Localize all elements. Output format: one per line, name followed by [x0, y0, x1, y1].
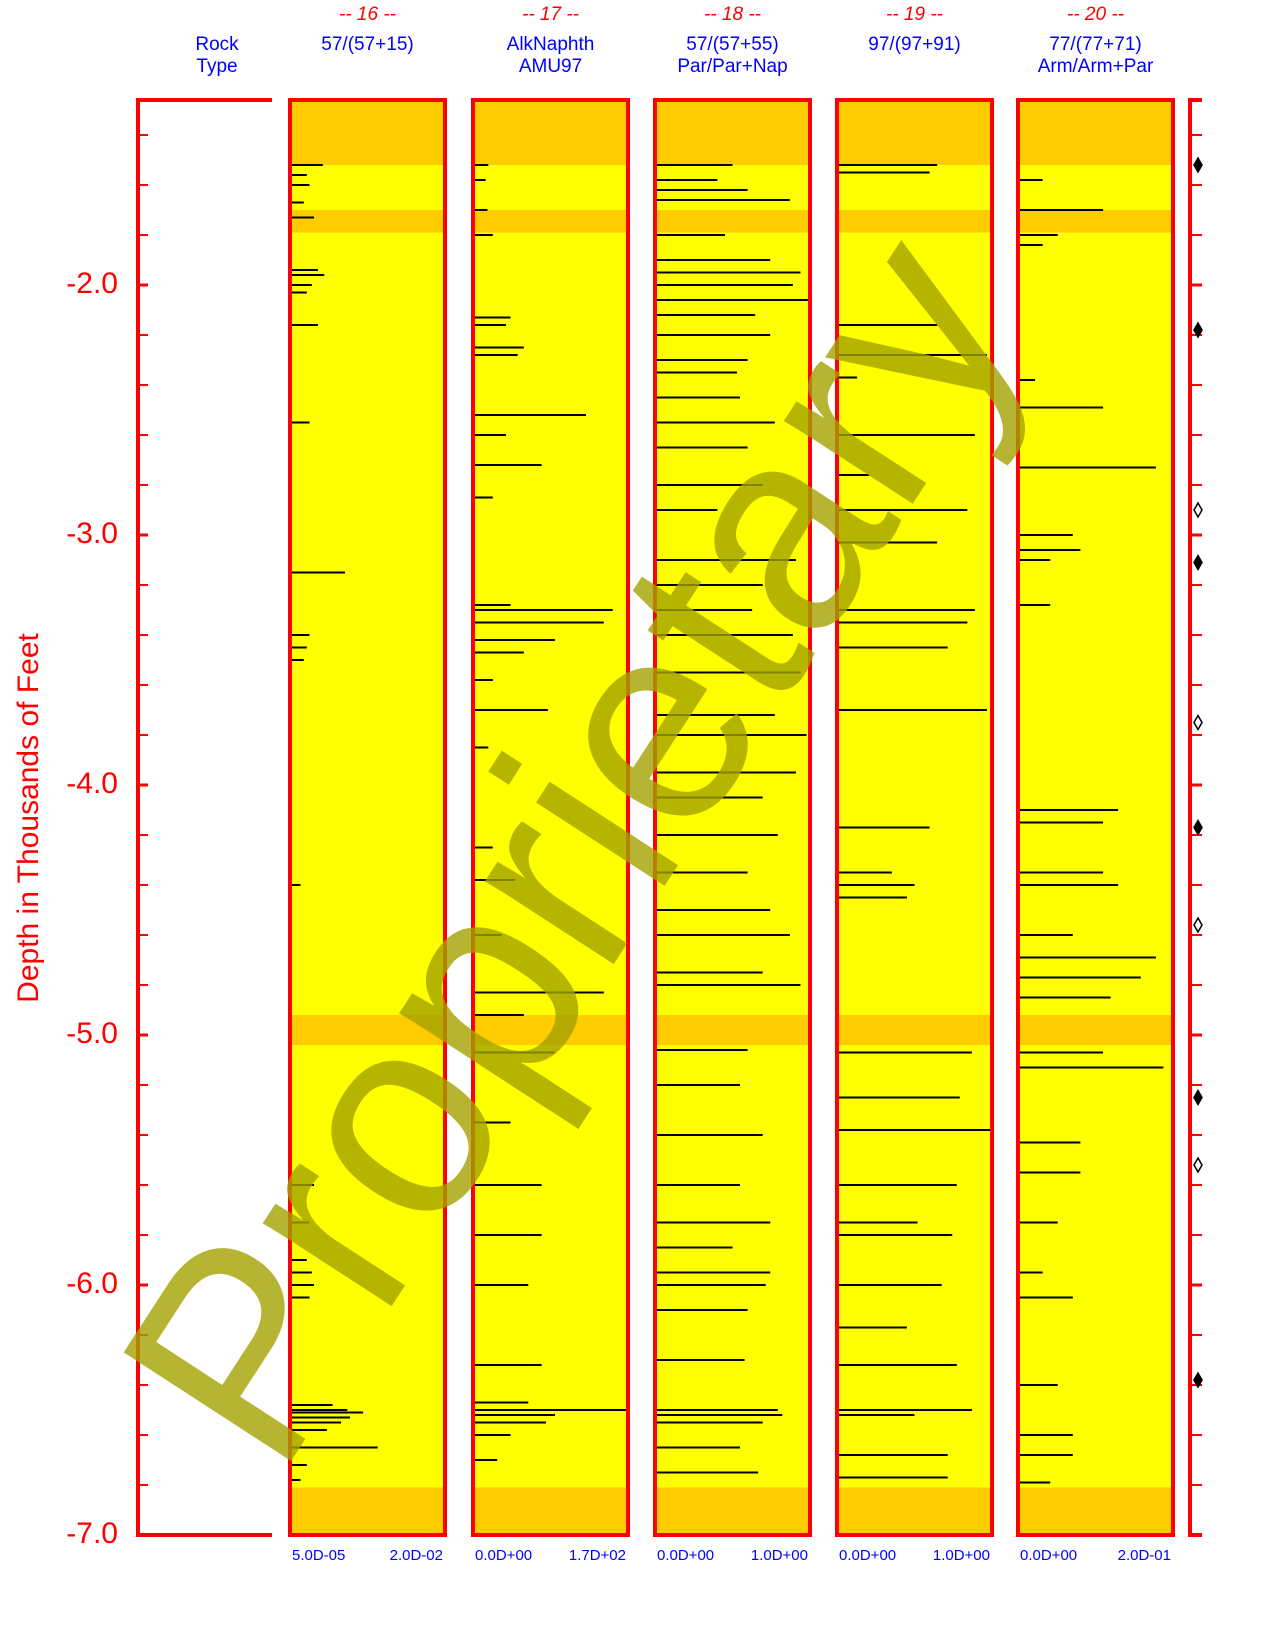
y-tick-label: -2.0: [66, 267, 118, 300]
x-tick-label: 1.7D+02: [569, 1547, 626, 1564]
y-tick-label: -7.0: [66, 1517, 118, 1550]
y-tick-label: -4.0: [66, 767, 118, 800]
highlight-band: [1018, 1487, 1173, 1535]
highlight-band: [473, 210, 628, 233]
track-number: -- 19 --: [886, 4, 943, 25]
highlight-band: [837, 1015, 992, 1045]
highlight-band: [473, 100, 628, 165]
x-tick-label: 0.0D+00: [657, 1547, 714, 1564]
y-tick-label: -5.0: [66, 1017, 118, 1050]
sample-marker: [1193, 713, 1203, 732]
track-frame: [288, 98, 447, 1537]
highlight-band: [655, 1015, 810, 1045]
track-background: [290, 100, 445, 1535]
x-tick-label: 2.0D-02: [390, 1547, 443, 1564]
highlight-band: [290, 1015, 445, 1045]
track-frame: [653, 98, 812, 1537]
highlight-band: [837, 210, 992, 233]
y-tick-label: -3.0: [66, 517, 118, 550]
x-tick-label: 0.0D+00: [475, 1547, 532, 1564]
track-title: Arm/Arm+Par: [1038, 56, 1154, 77]
sample-marker: [1193, 1088, 1203, 1107]
highlight-band: [1018, 210, 1173, 233]
track-title: 57/(57+55): [686, 34, 778, 55]
highlight-band: [837, 100, 992, 165]
highlight-band: [655, 210, 810, 233]
track-title: 77/(77+71): [1049, 34, 1141, 55]
track: [1016, 98, 1175, 1537]
track: [653, 98, 812, 1537]
highlight-band: [655, 1487, 810, 1535]
highlight-band: [290, 1487, 445, 1535]
x-tick-label: 0.0D+00: [1020, 1547, 1077, 1564]
x-tick-label: 0.0D+00: [839, 1547, 896, 1564]
sample-marker: [1193, 818, 1203, 837]
track-frame: [835, 98, 994, 1537]
sample-marker: [1193, 553, 1203, 572]
highlight-band: [837, 1487, 992, 1535]
y-tick-label: -6.0: [66, 1267, 118, 1300]
track: [471, 98, 630, 1537]
track-background: [473, 100, 628, 1535]
track-number: -- 17 --: [522, 4, 579, 25]
sample-marker: [1193, 156, 1203, 174]
rock-type-header: Type: [196, 56, 237, 77]
sample-marker: [1193, 501, 1203, 519]
track-number: -- 18 --: [704, 4, 761, 25]
track-title: 57/(57+15): [321, 34, 413, 55]
x-tick-label: 1.0D+00: [751, 1547, 808, 1564]
track-title: AlkNaphth: [507, 34, 595, 55]
x-tick-label: 5.0D-05: [292, 1547, 345, 1564]
highlight-band: [473, 1015, 628, 1045]
highlight-band: [1018, 1015, 1173, 1045]
track-frame: [471, 98, 630, 1537]
track: [288, 98, 447, 1537]
track: [835, 98, 994, 1537]
highlight-band: [290, 100, 445, 165]
rock-type-header: Rock: [195, 34, 239, 55]
sample-marker: [1193, 916, 1203, 934]
track-background: [837, 100, 992, 1535]
highlight-band: [473, 1487, 628, 1535]
sample-marker: [1193, 1371, 1203, 1389]
track-number: -- 16 --: [339, 4, 396, 25]
track-title: Par/Par+Nap: [677, 56, 787, 77]
highlight-band: [290, 210, 445, 233]
track-number: -- 20 --: [1067, 4, 1124, 25]
highlight-band: [1018, 100, 1173, 165]
track-title: AMU97: [519, 56, 582, 77]
sample-marker: [1193, 1156, 1203, 1174]
x-tick-label: 2.0D-01: [1118, 1547, 1171, 1564]
track-title: 97/(97+91): [868, 34, 960, 55]
track-background: [655, 100, 810, 1535]
track-background: [1018, 100, 1173, 1535]
track-frame: [1016, 98, 1175, 1537]
x-tick-label: 1.0D+00: [933, 1547, 990, 1564]
y-axis-title: Depth in Thousands of Feet: [12, 632, 45, 1002]
sample-marker: [1193, 321, 1203, 339]
highlight-band: [655, 100, 810, 165]
